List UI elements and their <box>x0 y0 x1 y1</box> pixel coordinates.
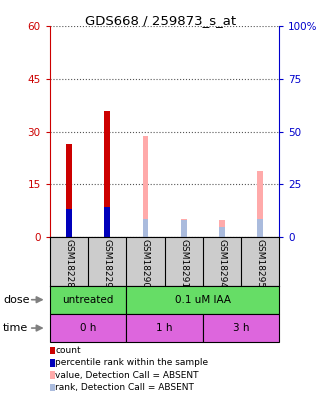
Text: GSM18294: GSM18294 <box>217 239 226 288</box>
Bar <box>126 286 279 314</box>
Text: value, Detection Call = ABSENT: value, Detection Call = ABSENT <box>55 371 199 379</box>
Text: GSM18291: GSM18291 <box>179 239 188 288</box>
Bar <box>257 219 263 237</box>
Text: GSM18290: GSM18290 <box>141 239 150 288</box>
Bar <box>143 136 148 237</box>
Text: percentile rank within the sample: percentile rank within the sample <box>55 358 209 367</box>
Text: 3 h: 3 h <box>233 323 249 333</box>
Text: time: time <box>3 323 29 333</box>
Bar <box>203 314 279 342</box>
Bar <box>257 171 263 237</box>
Bar <box>104 111 110 237</box>
Text: GSM18228: GSM18228 <box>65 239 74 288</box>
Bar <box>50 286 126 314</box>
Text: 0 h: 0 h <box>80 323 96 333</box>
Bar <box>181 219 187 237</box>
Bar <box>143 219 148 237</box>
Bar <box>126 314 203 342</box>
Text: 0.1 uM IAA: 0.1 uM IAA <box>175 295 231 305</box>
Text: 1 h: 1 h <box>156 323 173 333</box>
Bar <box>219 228 225 237</box>
Bar <box>50 314 126 342</box>
Bar <box>181 220 187 237</box>
Text: dose: dose <box>3 295 30 305</box>
Text: GSM18295: GSM18295 <box>256 239 265 288</box>
Text: untreated: untreated <box>62 295 114 305</box>
Bar <box>219 220 225 237</box>
Bar <box>66 144 72 237</box>
Text: GSM18229: GSM18229 <box>103 239 112 288</box>
Bar <box>66 209 72 237</box>
Text: GDS668 / 259873_s_at: GDS668 / 259873_s_at <box>85 14 236 27</box>
Bar <box>104 207 110 237</box>
Text: rank, Detection Call = ABSENT: rank, Detection Call = ABSENT <box>55 383 194 392</box>
Text: count: count <box>55 346 81 355</box>
